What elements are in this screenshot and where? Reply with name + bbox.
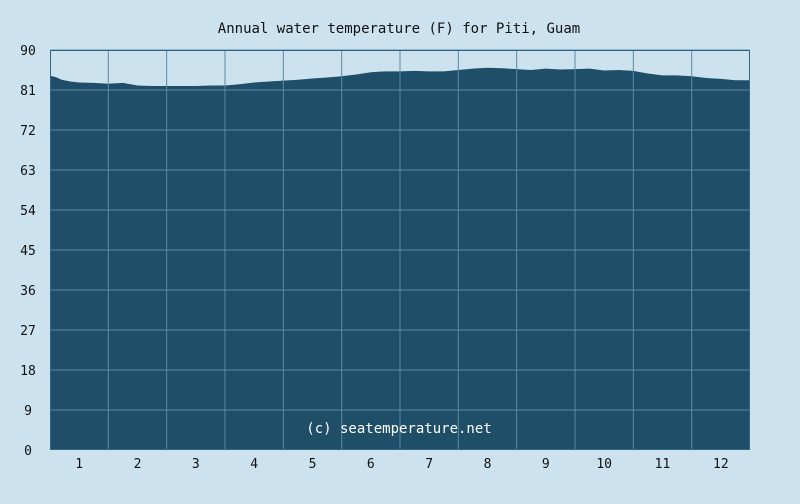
y-tick-label: 18 — [20, 364, 36, 379]
y-tick-label: 81 — [20, 84, 36, 99]
y-tick-label: 27 — [20, 324, 36, 339]
x-tick-label: 3 — [192, 457, 200, 472]
y-tick-label: 72 — [20, 124, 36, 139]
y-tick-label: 54 — [20, 204, 36, 219]
x-tick-label: 9 — [542, 457, 550, 472]
y-tick-label: 45 — [20, 244, 36, 259]
x-tick-label: 11 — [655, 457, 671, 472]
y-tick-label: 90 — [20, 44, 36, 59]
chart-title: Annual water temperature (F) for Piti, G… — [218, 21, 580, 37]
y-tick-label: 0 — [24, 444, 32, 459]
y-tick-label: 63 — [20, 164, 36, 179]
y-tick-label: 9 — [24, 404, 32, 419]
x-tick-label: 10 — [596, 457, 612, 472]
plot-border — [50, 50, 750, 450]
x-tick-label: 7 — [425, 457, 433, 472]
watermark-text: (c) seatemperature.net — [306, 421, 491, 437]
x-tick-label: 4 — [250, 457, 258, 472]
x-tick-label: 2 — [134, 457, 142, 472]
x-tick-label: 12 — [713, 457, 729, 472]
x-tick-label: 5 — [309, 457, 317, 472]
x-tick-label: 6 — [367, 457, 375, 472]
y-tick-label: 36 — [20, 284, 36, 299]
x-tick-label: 1 — [75, 457, 83, 472]
x-tick-label: 8 — [484, 457, 492, 472]
